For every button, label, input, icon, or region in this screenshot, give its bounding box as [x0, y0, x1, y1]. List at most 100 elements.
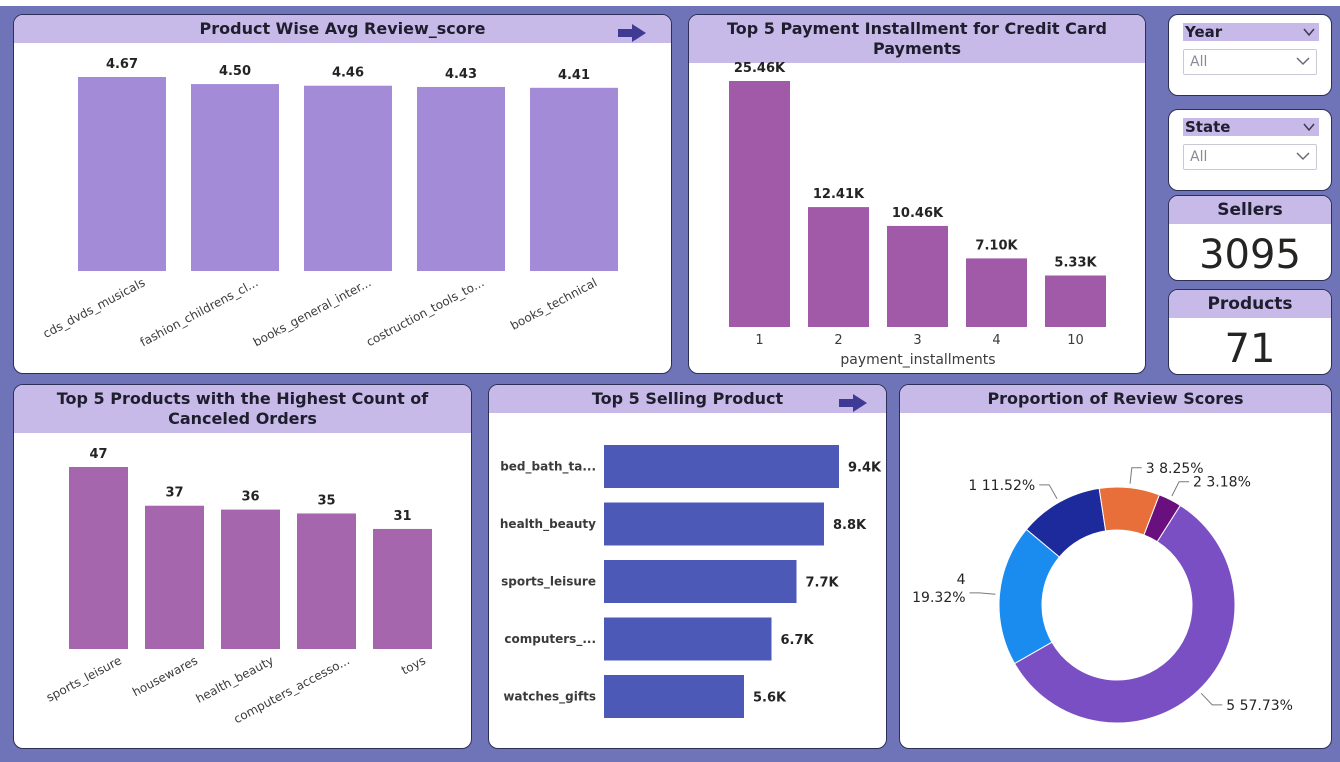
- data-label: 4.67: [106, 57, 138, 72]
- products-kpi-label: Products: [1169, 290, 1331, 318]
- slice-label: 3 8.25%: [1146, 461, 1204, 477]
- state-slicer-label: State: [1185, 118, 1231, 136]
- slice-label: 1 11.52%: [968, 478, 1035, 494]
- year-dropdown[interactable]: All: [1183, 49, 1317, 75]
- data-label: 31: [393, 509, 411, 524]
- bar: [604, 502, 824, 546]
- x-axis-label: payment_installments: [840, 352, 995, 368]
- tick-label: 4: [992, 333, 1000, 348]
- installments-card: Top 5 Payment Installment for Credit Car…: [688, 14, 1146, 374]
- products-kpi-value: 71: [1224, 326, 1276, 372]
- leader-line: [969, 592, 996, 595]
- tick-label: housewares: [130, 653, 200, 699]
- data-label: 5.6K: [753, 691, 787, 706]
- review-score-title: Product Wise Avg Review_score: [14, 15, 671, 43]
- chevron-down-icon: [1296, 57, 1310, 66]
- tick-label: sports_leisure: [44, 653, 124, 704]
- review-score-chart: 4.67 cds_dvds_musicals 4.50 fashion_childre…: [41, 57, 618, 349]
- slice-label: 5 57.73%: [1226, 698, 1293, 714]
- data-label: 37: [165, 486, 183, 501]
- slice-label: 2 3.18%: [1193, 475, 1251, 491]
- bar: [304, 85, 392, 271]
- data-label: 36: [241, 490, 259, 505]
- sellers-kpi-card: Sellers 3095: [1168, 195, 1332, 281]
- bar: [145, 505, 204, 649]
- state-slicer[interactable]: State All: [1168, 109, 1332, 191]
- data-label: 8.8K: [833, 518, 867, 533]
- bar: [604, 675, 744, 718]
- data-label: 10.46K: [892, 206, 944, 221]
- chevron-down-icon[interactable]: [1303, 27, 1315, 37]
- data-label: 4.50: [219, 64, 251, 79]
- tick-label: fashion_childrens_cl...: [138, 275, 261, 349]
- slice-percent: 19.32%: [912, 590, 965, 606]
- selling-card: Top 5 Selling Product bed_bath_ta... 9.4K…: [488, 384, 887, 749]
- tick-label: costruction_tools_to...: [364, 275, 486, 349]
- year-slicer-label: Year: [1185, 23, 1223, 41]
- data-label: 7.10K: [975, 238, 1018, 253]
- sellers-kpi-label: Sellers: [1169, 196, 1331, 224]
- chevron-down-icon[interactable]: [1303, 122, 1315, 132]
- tick-label: health_beauty: [500, 517, 596, 532]
- sellers-kpi-value: 3095: [1199, 232, 1301, 278]
- slice-label: 4: [957, 572, 966, 588]
- tick-label: 10: [1067, 333, 1084, 348]
- data-label: 9.4K: [848, 461, 882, 476]
- data-label: 35: [317, 493, 335, 508]
- leader-line: [1200, 692, 1223, 706]
- data-label: 4.46: [332, 66, 364, 81]
- leader-line: [1171, 481, 1190, 497]
- bar: [1045, 275, 1106, 327]
- bar: [373, 528, 432, 649]
- leader-line: [1039, 484, 1058, 499]
- installments-chart: 25.46K 1 12.41K 2 10.46K 3 7.10K 4 5.33K 10 paymen…: [729, 61, 1106, 368]
- data-label: 25.46K: [734, 61, 786, 76]
- bar: [604, 560, 797, 603]
- year-slicer[interactable]: Year All: [1168, 14, 1332, 96]
- proportion-title: Proportion of Review Scores: [900, 385, 1331, 413]
- tick-label: bed_bath_ta...: [500, 460, 596, 475]
- selling-title: Top 5 Selling Product: [489, 385, 886, 413]
- installments-title: Top 5 Payment Installment for Credit Car…: [689, 15, 1145, 63]
- data-label: 4.41: [558, 68, 590, 83]
- bar: [808, 207, 869, 327]
- tick-label: 3: [913, 333, 921, 348]
- state-selected-value: All: [1190, 149, 1208, 165]
- data-label: 7.7K: [806, 576, 840, 591]
- tick-label: watches_gifts: [503, 690, 596, 705]
- bar: [191, 84, 279, 271]
- tick-label: computers_...: [504, 632, 596, 647]
- tick-label: 1: [755, 333, 763, 348]
- review-score-card: Product Wise Avg Review_score 4.67 cds_dv…: [13, 14, 672, 374]
- canceled-chart: 47sports_leisure37housewares36health_bea…: [44, 447, 432, 726]
- bar: [604, 617, 772, 661]
- tick-label: books_general_inter...: [251, 275, 374, 349]
- proportion-card: Proportion of Review Scores 2 3.18% 5 57.…: [899, 384, 1332, 749]
- donut-slice: [1013, 504, 1236, 724]
- bar: [417, 86, 505, 271]
- data-label: 47: [89, 447, 107, 462]
- canceled-title: Top 5 Products with the Highest Count of…: [14, 385, 471, 433]
- tick-label: toys: [399, 653, 428, 677]
- canceled-card: Top 5 Products with the Highest Count of…: [13, 384, 472, 749]
- products-kpi-card: Products 71: [1168, 289, 1332, 375]
- tick-label: sports_leisure: [501, 575, 596, 590]
- donut-slice: [1098, 486, 1160, 536]
- bar: [530, 87, 618, 271]
- tick-label: 2: [834, 333, 842, 348]
- bar: [221, 509, 280, 649]
- bar: [297, 513, 356, 649]
- bar: [966, 258, 1027, 327]
- data-label: 12.41K: [813, 187, 865, 202]
- bar: [729, 81, 790, 327]
- chevron-down-icon: [1296, 152, 1310, 161]
- bar: [604, 445, 839, 488]
- bar: [78, 77, 166, 271]
- bar: [887, 225, 948, 327]
- data-label: 5.33K: [1054, 256, 1097, 271]
- selling-chart: bed_bath_ta... 9.4K health_beauty 8.8K sport…: [500, 445, 882, 718]
- year-selected-value: All: [1190, 54, 1208, 70]
- tick-label: books_technical: [508, 275, 599, 332]
- state-dropdown[interactable]: All: [1183, 144, 1317, 170]
- tick-label: cds_dvds_musicals: [41, 275, 148, 341]
